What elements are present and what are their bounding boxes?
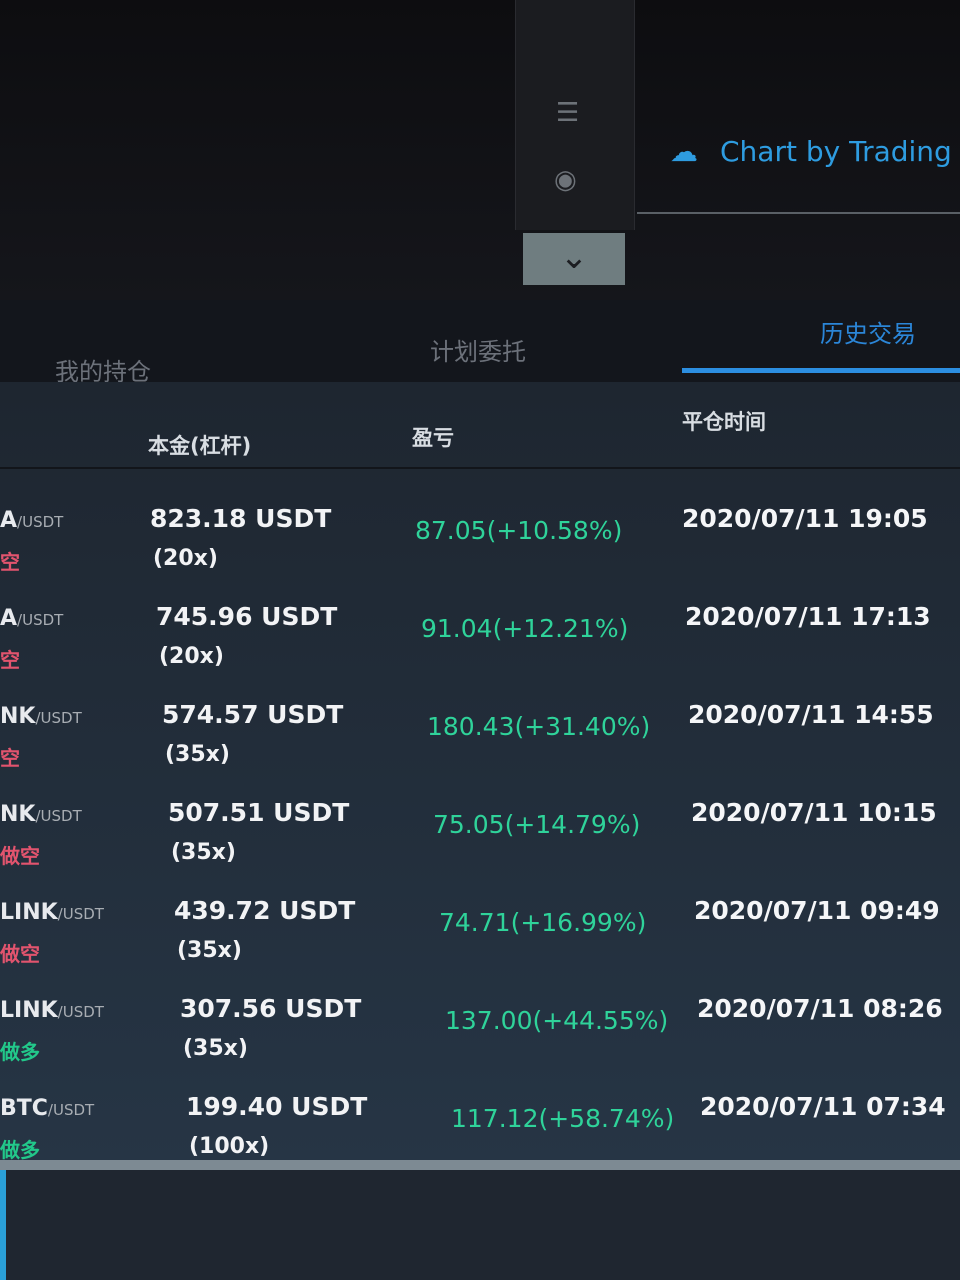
principal-amount: 307.56 USDT <box>180 994 362 1023</box>
leverage: (100x) <box>189 1134 270 1159</box>
collapse-button[interactable]: ⌄ <box>523 233 625 285</box>
pair-label: NK/USDT <box>0 802 82 827</box>
pair-label: LINK/USDT <box>0 998 104 1023</box>
principal-amount: 823.18 USDT <box>150 504 332 533</box>
cloud-chart-icon: ☁ <box>670 135 698 168</box>
pair-label: BTC/USDT <box>0 1096 95 1121</box>
table-row[interactable]: LINK/USDT 做空 439.72 USDT (35x) 74.71(+16… <box>0 886 960 984</box>
header-divider <box>0 467 960 469</box>
principal-amount: 745.96 USDT <box>156 602 338 631</box>
leverage: (20x) <box>159 644 224 669</box>
side-badge: 空 <box>0 550 20 574</box>
pnl-value: 87.05(+10.58%) <box>415 516 623 545</box>
chevron-down-icon: ⌄ <box>559 237 589 277</box>
table-row[interactable]: BTC/USDT 做多 199.40 USDT (100x) 117.12(+5… <box>0 1082 960 1180</box>
list-icon[interactable]: ☰ <box>556 98 580 128</box>
close-time: 2020/07/11 14:55 <box>688 700 934 729</box>
table-row[interactable]: NK/USDT 空 574.57 USDT (35x) 180.43(+31.4… <box>0 690 960 788</box>
history-table: 本金(杠杆) 盈亏 平仓时间 A/USDT 空 823.18 USDT (20x… <box>0 382 960 1162</box>
close-time: 2020/07/11 19:05 <box>682 504 928 533</box>
table-row[interactable]: NK/USDT 做空 507.51 USDT (35x) 75.05(+14.7… <box>0 788 960 886</box>
header-pnl: 盈亏 <box>412 426 454 450</box>
chart-area <box>0 0 960 300</box>
chart-toolbar: ☰ ◉ <box>515 0 635 230</box>
active-tab-indicator <box>682 368 960 373</box>
principal-amount: 199.40 USDT <box>186 1092 368 1121</box>
pnl-value: 74.71(+16.99%) <box>439 908 647 937</box>
side-badge: 做多 <box>0 1040 40 1064</box>
leverage: (20x) <box>153 546 218 571</box>
table-row[interactable]: A/USDT 空 823.18 USDT (20x) 87.05(+10.58%… <box>0 494 960 592</box>
scrollbar[interactable] <box>0 1170 6 1280</box>
side-badge: 空 <box>0 746 20 770</box>
pair-label: A/USDT <box>0 508 64 533</box>
tab-positions[interactable]: 我的持仓 <box>55 358 151 386</box>
side-badge: 做空 <box>0 844 40 868</box>
close-time: 2020/07/11 10:15 <box>691 798 937 827</box>
leverage: (35x) <box>171 840 236 865</box>
principal-amount: 439.72 USDT <box>174 896 356 925</box>
header-close-time: 平仓时间 <box>682 410 766 434</box>
close-time: 2020/07/11 17:13 <box>685 602 931 631</box>
table-row[interactable]: A/USDT 空 745.96 USDT (20x) 91.04(+12.21%… <box>0 592 960 690</box>
table-row[interactable]: LINK/USDT 做多 307.56 USDT (35x) 137.00(+4… <box>0 984 960 1082</box>
pnl-value: 137.00(+44.55%) <box>445 1006 669 1035</box>
pnl-value: 180.43(+31.40%) <box>427 712 651 741</box>
pnl-value: 91.04(+12.21%) <box>421 614 629 643</box>
pnl-value: 75.05(+14.79%) <box>433 810 641 839</box>
close-time: 2020/07/11 09:49 <box>694 896 940 925</box>
side-badge: 空 <box>0 648 20 672</box>
close-time: 2020/07/11 07:34 <box>700 1092 946 1121</box>
header-principal: 本金(杠杆) <box>148 434 252 458</box>
footer-panel <box>0 1160 960 1280</box>
leverage: (35x) <box>183 1036 248 1061</box>
divider <box>637 212 960 214</box>
leverage: (35x) <box>165 742 230 767</box>
leverage: (35x) <box>177 938 242 963</box>
pair-label: A/USDT <box>0 606 64 631</box>
side-badge: 做多 <box>0 1138 40 1162</box>
principal-amount: 574.57 USDT <box>162 700 344 729</box>
tab-bar: 我的持仓 计划委托 历史交易 <box>0 300 960 386</box>
principal-amount: 507.51 USDT <box>168 798 350 827</box>
side-badge: 做空 <box>0 942 40 966</box>
tab-history[interactable]: 历史交易 <box>820 320 916 348</box>
close-time: 2020/07/11 08:26 <box>697 994 943 1023</box>
tradingview-brand[interactable]: ☁ Chart by Trading <box>670 135 952 168</box>
eye-icon[interactable]: ◉ <box>554 165 577 195</box>
tab-plan-orders[interactable]: 计划委托 <box>430 338 526 366</box>
pair-label: LINK/USDT <box>0 900 104 925</box>
pnl-value: 117.12(+58.74%) <box>451 1104 675 1133</box>
pair-label: NK/USDT <box>0 704 82 729</box>
